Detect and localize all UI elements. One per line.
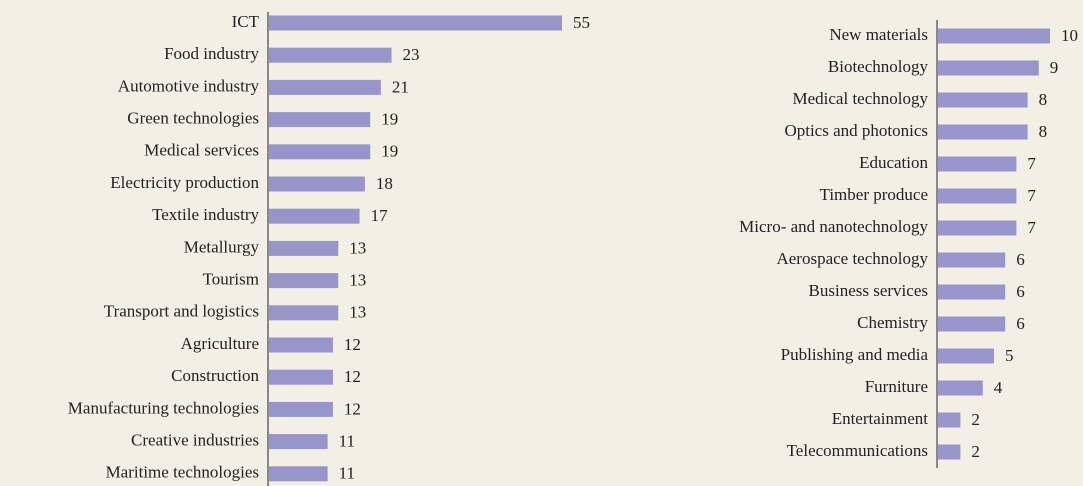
value-label: 13 (349, 303, 366, 322)
bar (938, 124, 1028, 140)
category-label: Food industry (164, 44, 259, 63)
value-label: 12 (344, 399, 361, 418)
category-label: Chemistry (857, 313, 928, 332)
category-label: ICT (232, 12, 260, 31)
value-label: 4 (994, 378, 1003, 397)
bar (269, 208, 360, 224)
bar (269, 273, 339, 289)
bar (938, 28, 1050, 44)
category-label: Entertainment (832, 409, 929, 428)
bar (269, 369, 333, 385)
value-label: 8 (1039, 122, 1048, 141)
category-label: Publishing and media (781, 345, 929, 364)
category-label: Furniture (865, 377, 928, 396)
category-label: Business services (809, 281, 928, 300)
category-label: Micro- and nanotechnology (739, 217, 928, 236)
bar (938, 380, 983, 396)
bar (269, 466, 328, 482)
value-label: 11 (339, 432, 355, 451)
value-label: 17 (371, 206, 389, 225)
category-label: New materials (829, 25, 928, 44)
bar (269, 240, 339, 256)
category-label: Construction (171, 366, 259, 385)
category-label: Telecommunications (787, 441, 928, 460)
bar (938, 348, 994, 364)
value-label: 23 (403, 45, 420, 64)
category-label: Medical services (144, 141, 259, 160)
value-label: 18 (376, 174, 393, 193)
bar (938, 412, 961, 428)
value-label: 5 (1005, 346, 1014, 365)
bar (269, 401, 333, 417)
value-label: 13 (349, 238, 366, 257)
bar (938, 220, 1017, 236)
category-label: Maritime technologies (106, 463, 259, 482)
bar (938, 60, 1039, 76)
value-label: 13 (349, 271, 366, 290)
bar (269, 337, 333, 353)
category-label: Timber produce (820, 185, 928, 204)
value-label: 6 (1016, 282, 1024, 301)
bar (938, 188, 1017, 204)
category-label: Green technologies (127, 109, 259, 128)
category-label: Aerospace technology (776, 249, 928, 268)
category-label: Electricity production (110, 173, 259, 192)
value-label: 7 (1027, 218, 1036, 237)
category-label: Agriculture (181, 334, 259, 353)
bar (938, 252, 1006, 268)
value-label: 7 (1027, 154, 1036, 173)
value-label: 21 (392, 77, 409, 96)
value-label: 7 (1027, 186, 1036, 205)
value-label: 12 (344, 367, 361, 386)
bar (269, 79, 381, 95)
value-label: 8 (1039, 90, 1048, 109)
category-label: Transport and logistics (104, 302, 259, 321)
category-label: Manufacturing technologies (68, 398, 259, 417)
value-label: 6 (1016, 250, 1024, 269)
bar (269, 176, 365, 192)
category-label: Creative industries (131, 431, 259, 450)
bar (269, 305, 339, 321)
value-label: 9 (1050, 58, 1059, 77)
bar (269, 47, 392, 63)
bar (269, 112, 371, 128)
bar (269, 434, 328, 450)
bar (938, 284, 1006, 300)
category-label: Metallurgy (184, 237, 260, 256)
value-label: 19 (381, 142, 398, 161)
bar (938, 156, 1017, 172)
category-label: Tourism (203, 270, 259, 289)
value-label: 2 (971, 442, 980, 461)
bar (938, 316, 1006, 332)
category-label: Automotive industry (118, 76, 260, 95)
category-label: Medical technology (793, 89, 929, 108)
bar (938, 444, 961, 460)
category-label: Optics and photonics (784, 121, 928, 140)
value-label: 2 (971, 410, 980, 429)
value-label: 55 (573, 13, 590, 32)
value-label: 11 (339, 464, 355, 483)
value-label: 10 (1061, 26, 1078, 45)
value-label: 19 (381, 110, 398, 129)
bar (269, 144, 371, 160)
category-label: Education (859, 153, 928, 172)
value-label: 6 (1016, 314, 1024, 333)
category-label: Textile industry (152, 205, 259, 224)
category-label: Biotechnology (828, 57, 929, 76)
bar (938, 92, 1028, 108)
value-label: 12 (344, 335, 361, 354)
bar (269, 15, 562, 31)
